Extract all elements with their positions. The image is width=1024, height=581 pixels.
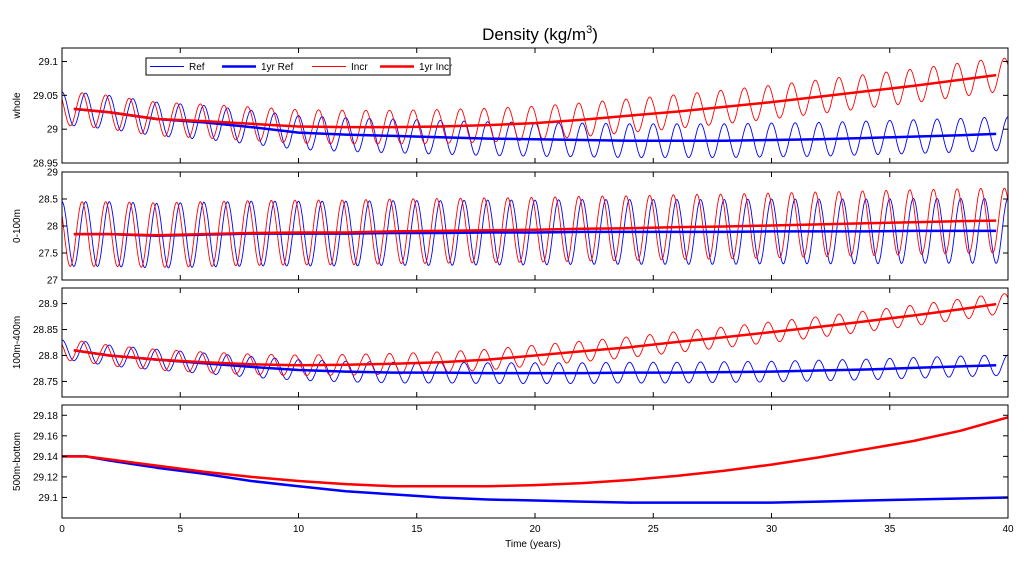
- y-tick-label: 29.1: [39, 57, 59, 68]
- y-tick-label: 29.14: [33, 452, 58, 463]
- panel-1-incr-line: [62, 57, 1008, 145]
- panel-1: 28.95 29 29.05 29.1 whole: [12, 47, 1009, 170]
- panel-3-incr-line: [62, 293, 1008, 377]
- y-tick-label: 27.5: [39, 249, 59, 260]
- y-tick-label: 29.1: [39, 493, 59, 504]
- panel-3-series: [62, 293, 1008, 384]
- x-tick-label: 25: [648, 524, 660, 535]
- y-tick-label: 29.05: [33, 91, 58, 102]
- x-tick-label: 40: [1002, 524, 1014, 535]
- legend-label: Ref: [189, 62, 205, 73]
- x-tick-label: 5: [177, 524, 183, 535]
- panel-2-series: [62, 187, 1008, 269]
- panel-1-1yr-ref-line: [73, 107, 997, 142]
- y-tick-label: 28.8: [39, 351, 59, 362]
- panel-1-series: [62, 57, 1008, 159]
- x-tick-label: 20: [529, 524, 541, 535]
- y-tick-label: 29: [47, 125, 59, 136]
- x-tick-label: 35: [884, 524, 896, 535]
- x-tick-label: 15: [411, 524, 423, 535]
- panel-2-ref-line: [62, 198, 1008, 269]
- panel-4-ylabel: 500m-bottom: [12, 432, 23, 491]
- figure-title: Density (kg/m3): [482, 24, 598, 44]
- panel-2: 27 27.5 28 28.5 29 0-100m: [12, 168, 1009, 287]
- panel-2-frame: [61, 171, 1009, 281]
- y-tick-label: 29.12: [33, 472, 58, 483]
- x-tick-label: 0: [59, 524, 65, 535]
- x-tick-label: 10: [293, 524, 305, 535]
- legend-entry-incr: Incr: [312, 62, 368, 73]
- x-tick-labels: 0 5 10 15 20 25 30 35 40: [59, 524, 1014, 535]
- y-tick-label: 29: [47, 168, 59, 179]
- y-tick-label: 28.85: [33, 325, 58, 336]
- panel-1-ylabel: whole: [12, 92, 23, 120]
- y-tick-label: 28.95: [33, 159, 58, 170]
- panel-3-1yr-ref-line: [73, 349, 997, 375]
- panel-2-incr-line: [62, 187, 1008, 268]
- panel-3-frame: [61, 287, 1009, 398]
- panel-3-1yr-incr-line: [73, 302, 997, 367]
- legend-entry-1yr-incr: 1yr Incr: [380, 62, 453, 73]
- figure-title-close: ): [592, 25, 598, 44]
- panel-3: 28.75 28.8 28.85 28.9 100m-400m: [12, 287, 1009, 398]
- y-tick-label: 29.16: [33, 431, 58, 442]
- panels: 28.952929.0529.1whole2727.52828.5290-100…: [12, 47, 1014, 535]
- panel-1-1yr-incr-line: [73, 73, 997, 129]
- legend-entry-1yr-ref: 1yr Ref: [222, 62, 293, 73]
- panel-3-ref-line: [62, 339, 1008, 384]
- panel-3-ylabel: 100m-400m: [12, 316, 23, 369]
- panel-4: 29.1 29.12 29.14 29.16 29.18 500m-bottom: [12, 404, 1009, 519]
- x-axis-label: Time (years): [505, 539, 561, 550]
- y-tick-label: 29.18: [33, 411, 58, 422]
- y-tick-label: 28.5: [39, 195, 59, 206]
- y-tick-label: 28.9: [39, 299, 59, 310]
- legend: Ref 1yr Ref Incr 1yr Incr: [145, 57, 453, 76]
- legend-label: 1yr Incr: [419, 62, 453, 73]
- legend-label: Incr: [351, 62, 368, 73]
- figure-title-main: Density (kg/m: [482, 25, 586, 44]
- panel-4-1yr-ref-line: [62, 455, 1008, 504]
- figure-title-sup: 3: [586, 24, 592, 36]
- legend-entry-ref: Ref: [150, 62, 205, 73]
- y-tick-label: 28.75: [33, 377, 58, 388]
- y-tick-label: 27: [47, 276, 59, 287]
- panel-4-1yr-incr-line: [62, 416, 1008, 488]
- panel-4-series: [62, 416, 1008, 504]
- panel-2-ylabel: 0-100m: [12, 209, 23, 243]
- legend-box: [145, 57, 451, 76]
- x-tick-label: 30: [766, 524, 778, 535]
- panel-1-ref-line: [62, 91, 1008, 159]
- legend-label: 1yr Ref: [261, 62, 293, 73]
- y-tick-label: 28: [47, 222, 59, 233]
- panel-2-1yr-incr-line: [73, 219, 997, 237]
